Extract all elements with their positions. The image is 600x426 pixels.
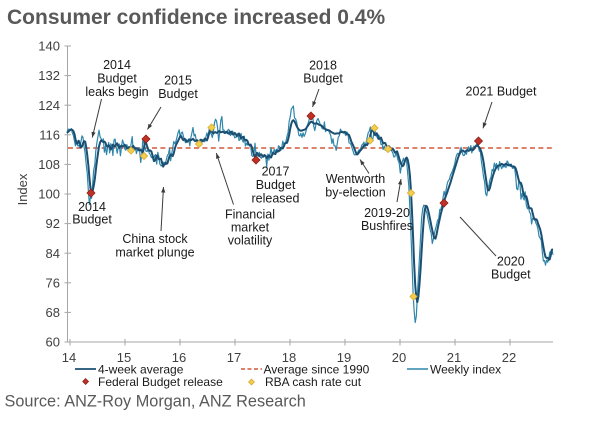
svg-text:Financial: Financial	[225, 207, 275, 221]
svg-text:Budget: Budget	[256, 178, 296, 192]
svg-text:100: 100	[38, 187, 60, 202]
svg-text:68: 68	[46, 305, 60, 320]
svg-text:108: 108	[38, 157, 60, 172]
svg-text:2015: 2015	[164, 73, 192, 87]
svg-text:Weekly index: Weekly index	[430, 363, 501, 377]
svg-text:Index: Index	[15, 173, 30, 205]
svg-text:2020: 2020	[497, 254, 525, 268]
svg-text:Budget: Budget	[72, 212, 112, 226]
svg-text:16: 16	[172, 350, 186, 365]
svg-text:released: released	[252, 191, 300, 205]
svg-text:Bushfires: Bushfires	[361, 219, 413, 233]
svg-text:2019-20: 2019-20	[364, 206, 410, 220]
svg-text:Budget: Budget	[158, 87, 198, 101]
svg-text:76: 76	[46, 275, 60, 290]
svg-text:leaks begin: leaks begin	[85, 85, 148, 99]
svg-text:60: 60	[46, 335, 60, 350]
svg-text:15: 15	[117, 350, 131, 365]
svg-text:volatility: volatility	[228, 233, 273, 247]
svg-text:Budget: Budget	[97, 71, 137, 85]
svg-text:market plunge: market plunge	[115, 245, 194, 259]
svg-text:Average since 1990: Average since 1990	[264, 363, 370, 377]
svg-text:2014: 2014	[103, 58, 131, 72]
svg-text:2017: 2017	[262, 164, 290, 178]
svg-text:132: 132	[38, 68, 60, 83]
svg-text:2018: 2018	[309, 58, 337, 72]
svg-text:RBA cash rate cut: RBA cash rate cut	[265, 375, 362, 389]
svg-text:116: 116	[39, 127, 60, 142]
svg-text:China stock: China stock	[122, 232, 188, 246]
svg-text:Consumer confidence increased: Consumer confidence increased 0.4%	[7, 6, 385, 29]
svg-text:2014: 2014	[78, 200, 106, 214]
svg-text:Budget: Budget	[303, 71, 343, 85]
svg-text:124: 124	[38, 98, 60, 113]
svg-text:92: 92	[46, 216, 60, 231]
svg-text:140: 140	[38, 39, 60, 54]
svg-text:84: 84	[46, 246, 60, 261]
svg-text:14: 14	[62, 350, 76, 365]
svg-text:20: 20	[392, 350, 406, 365]
svg-text:4-week average: 4-week average	[98, 363, 184, 377]
svg-text:18: 18	[282, 350, 296, 365]
svg-text:market: market	[231, 220, 270, 234]
svg-text:17: 17	[227, 350, 241, 365]
svg-text:19: 19	[337, 350, 351, 365]
svg-text:Source: ANZ-Roy Morgan, ANZ Re: Source: ANZ-Roy Morgan, ANZ Research	[5, 393, 306, 411]
svg-text:22: 22	[502, 350, 516, 365]
svg-text:21: 21	[447, 350, 461, 365]
svg-text:2021 Budget: 2021 Budget	[466, 84, 537, 98]
svg-text:Budget: Budget	[491, 267, 531, 281]
svg-text:by-election: by-election	[325, 185, 385, 199]
svg-text:Federal Budget release: Federal Budget release	[98, 375, 223, 389]
svg-text:Wentworth: Wentworth	[326, 172, 386, 186]
